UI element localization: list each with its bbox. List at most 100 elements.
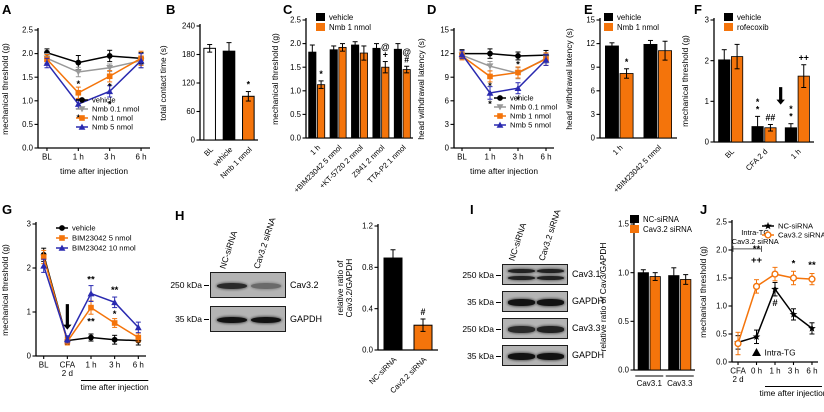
- svg-text:**: **: [111, 285, 119, 296]
- svg-text:0.5: 0.5: [618, 317, 630, 326]
- series-vehicle: [459, 48, 549, 61]
- svg-text:2 d: 2 d: [732, 375, 743, 384]
- svg-text:Nmb 0.1 nmol: Nmb 0.1 nmol: [92, 105, 140, 114]
- svg-text:*: *: [488, 81, 492, 92]
- svg-text:BL: BL: [39, 361, 49, 370]
- kda-marker: 250 kDa: [462, 323, 494, 334]
- svg-text:0: 0: [445, 144, 450, 153]
- panel-F-chart-mount: 0 1 2 3 mechanical threshold (g) BL CFA 2 d 1 h…: [680, 0, 824, 200]
- svg-text:3: 3: [591, 110, 595, 119]
- svg-text:0: 0: [191, 136, 196, 145]
- svg-text:1.5: 1.5: [716, 274, 728, 283]
- protein-band: [537, 276, 564, 281]
- svg-text:head withdrawal latency (s): head withdrawal latency (s): [416, 38, 426, 140]
- svg-text:6: 6: [445, 96, 449, 105]
- kda-marker: 250 kDa: [170, 280, 202, 290]
- panel-D-letter: D: [427, 2, 437, 17]
- svg-text:2: 2: [27, 264, 31, 273]
- panel-E-chart: 0 3 6 9 12 15 head withdrawal latency (s) 1 h+B…: [564, 13, 677, 195]
- svg-text:*: *: [756, 104, 760, 114]
- blot-box: [502, 264, 568, 285]
- svg-text:time after injection: time after injection: [470, 166, 538, 176]
- svg-text:++: ++: [751, 255, 763, 266]
- svg-text:2.5: 2.5: [22, 26, 34, 35]
- series-nmb-5-nmol: [43, 53, 145, 110]
- svg-text:Intra-TG: Intra-TG: [741, 228, 769, 237]
- panel-F-chart: 0 1 2 3 mechanical threshold (g) BL CFA 2 d 1 h…: [680, 13, 814, 173]
- svg-text:1 h: 1 h: [73, 153, 84, 162]
- panel-J: J 0.0 0.5 1.0 1.5 2.0 2.5 mechanical threshold …: [698, 200, 824, 412]
- svg-text:2 d: 2 d: [62, 369, 73, 378]
- svg-text:3: 3: [705, 16, 709, 25]
- svg-text:time after injection: time after injection: [760, 388, 824, 398]
- svg-text:vehicle: vehicle: [72, 224, 96, 233]
- panel-C-chart: 0.0 0.5 1.0 1.5 2.0 2.5 mechanical threshold (…: [270, 13, 413, 195]
- kda-tick: [496, 355, 501, 357]
- svg-text:CFA: CFA: [730, 367, 746, 376]
- y-axis: 0.0 0.5 1.0 1.5 2.0 2.5 mechanical threshold (…: [698, 218, 732, 367]
- svg-text:9: 9: [445, 73, 449, 82]
- kda-tick: [496, 274, 501, 276]
- panel-F-letter: F: [694, 2, 702, 17]
- svg-text:0: 0: [27, 352, 32, 361]
- axes: [713, 18, 814, 143]
- svg-text:3 h: 3 h: [512, 153, 523, 162]
- svg-text:1.0: 1.0: [618, 268, 630, 277]
- svg-text:*: *: [319, 69, 323, 79]
- svg-text:CFA: CFA: [60, 361, 76, 370]
- panel-A-letter: A: [2, 2, 12, 17]
- injection-arrow: [63, 304, 72, 330]
- svg-text:BL: BL: [202, 145, 215, 158]
- svg-text:vehicle: vehicle: [510, 94, 534, 103]
- svg-text:3: 3: [27, 220, 31, 229]
- kda-tick: [496, 328, 501, 330]
- svg-text:**: **: [808, 260, 816, 271]
- svg-text:vehicle: vehicle: [329, 13, 353, 22]
- significance-annotations: * * * *: [488, 60, 520, 110]
- svg-text:15: 15: [586, 16, 595, 25]
- kda-marker: 35 kDa: [175, 314, 202, 324]
- series-cav3.2-sirna: [734, 266, 816, 356]
- protein-band: [508, 326, 535, 333]
- svg-text:*: *: [756, 97, 760, 107]
- svg-text:Cav3.1: Cav3.1: [637, 379, 663, 388]
- svg-text:mechanical threshold (g): mechanical threshold (g): [0, 43, 10, 135]
- svg-text:0.0: 0.0: [618, 366, 630, 375]
- svg-text:BL: BL: [42, 153, 52, 162]
- panel-H-bar-mount: 0.0 0.4 0.8 1.2 relative ratio of Cav3.2/GAPD…: [335, 200, 446, 412]
- svg-text:Cav3.2/GAPDH: Cav3.2/GAPDH: [344, 259, 354, 318]
- svg-text:*: *: [516, 95, 520, 106]
- svg-text:#: #: [772, 298, 778, 309]
- svg-text:3: 3: [445, 120, 449, 129]
- svg-text:1 h: 1 h: [769, 367, 780, 376]
- svg-text:relative ratio of Cav3/GAPDH: relative ratio of Cav3/GAPDH: [598, 243, 608, 352]
- panel-I-bar-mount: 0.0 0.5 1.0 1.5 relative ratio of Cav3/GAPDH…: [598, 200, 698, 412]
- svg-text:Cav3.2 siRNA: Cav3.2 siRNA: [778, 231, 824, 240]
- svg-text:*: *: [789, 112, 793, 122]
- x-axis: Cav3.1 Cav3.3: [635, 375, 694, 388]
- blot-box: [210, 306, 286, 332]
- series-bim23042-10-nmol: [40, 258, 142, 344]
- bars: [308, 41, 411, 139]
- svg-text:*: *: [113, 309, 117, 320]
- svg-text:*: *: [789, 104, 793, 114]
- svg-text:vehicle: vehicle: [737, 13, 761, 22]
- svg-text:2.5: 2.5: [290, 16, 302, 25]
- significance-annotations: #: [421, 307, 426, 317]
- protein-band: [508, 299, 535, 306]
- svg-text:2.0: 2.0: [290, 39, 302, 48]
- panel-A-chart-mount: 0.0 0.5 1.0 1.5 2.0 2.5 mechanical threshold (…: [0, 0, 158, 200]
- y-axis: 0.0 0.5 1.0 1.5 2.0 2.5 mechanical threshold (…: [270, 16, 306, 143]
- svg-text:mechanical threshold (g): mechanical threshold (g): [698, 246, 708, 338]
- panel-J-chart: 0.0 0.5 1.0 1.5 2.0 2.5 mechanical threshold (…: [698, 218, 824, 398]
- panel-E: E 0 3 6 9 12 15 head withdrawal latency (s) 1 h +…: [564, 0, 680, 200]
- x-axis: 1 h+BIM23042 5 nmol: [611, 143, 664, 195]
- panel-I-letter: I: [470, 202, 474, 217]
- lane-label: NC-siRNA: [217, 229, 240, 270]
- svg-text:6 h: 6 h: [806, 367, 817, 376]
